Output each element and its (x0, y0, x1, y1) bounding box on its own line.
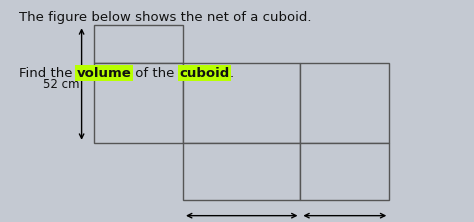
Bar (301, 143, 389, 200)
Text: Find the: Find the (19, 67, 77, 80)
Bar (183, 63, 301, 143)
Text: 52 cm: 52 cm (43, 77, 79, 91)
Text: .: . (229, 67, 234, 80)
Bar (183, 143, 301, 200)
Text: volume: volume (77, 67, 131, 80)
Bar (301, 63, 389, 143)
Text: The figure below shows the net of a cuboid.: The figure below shows the net of a cubo… (19, 11, 311, 24)
Text: cuboid: cuboid (179, 67, 229, 80)
Bar (94, 63, 183, 143)
Text: of the: of the (131, 67, 179, 80)
Bar (94, 25, 183, 63)
